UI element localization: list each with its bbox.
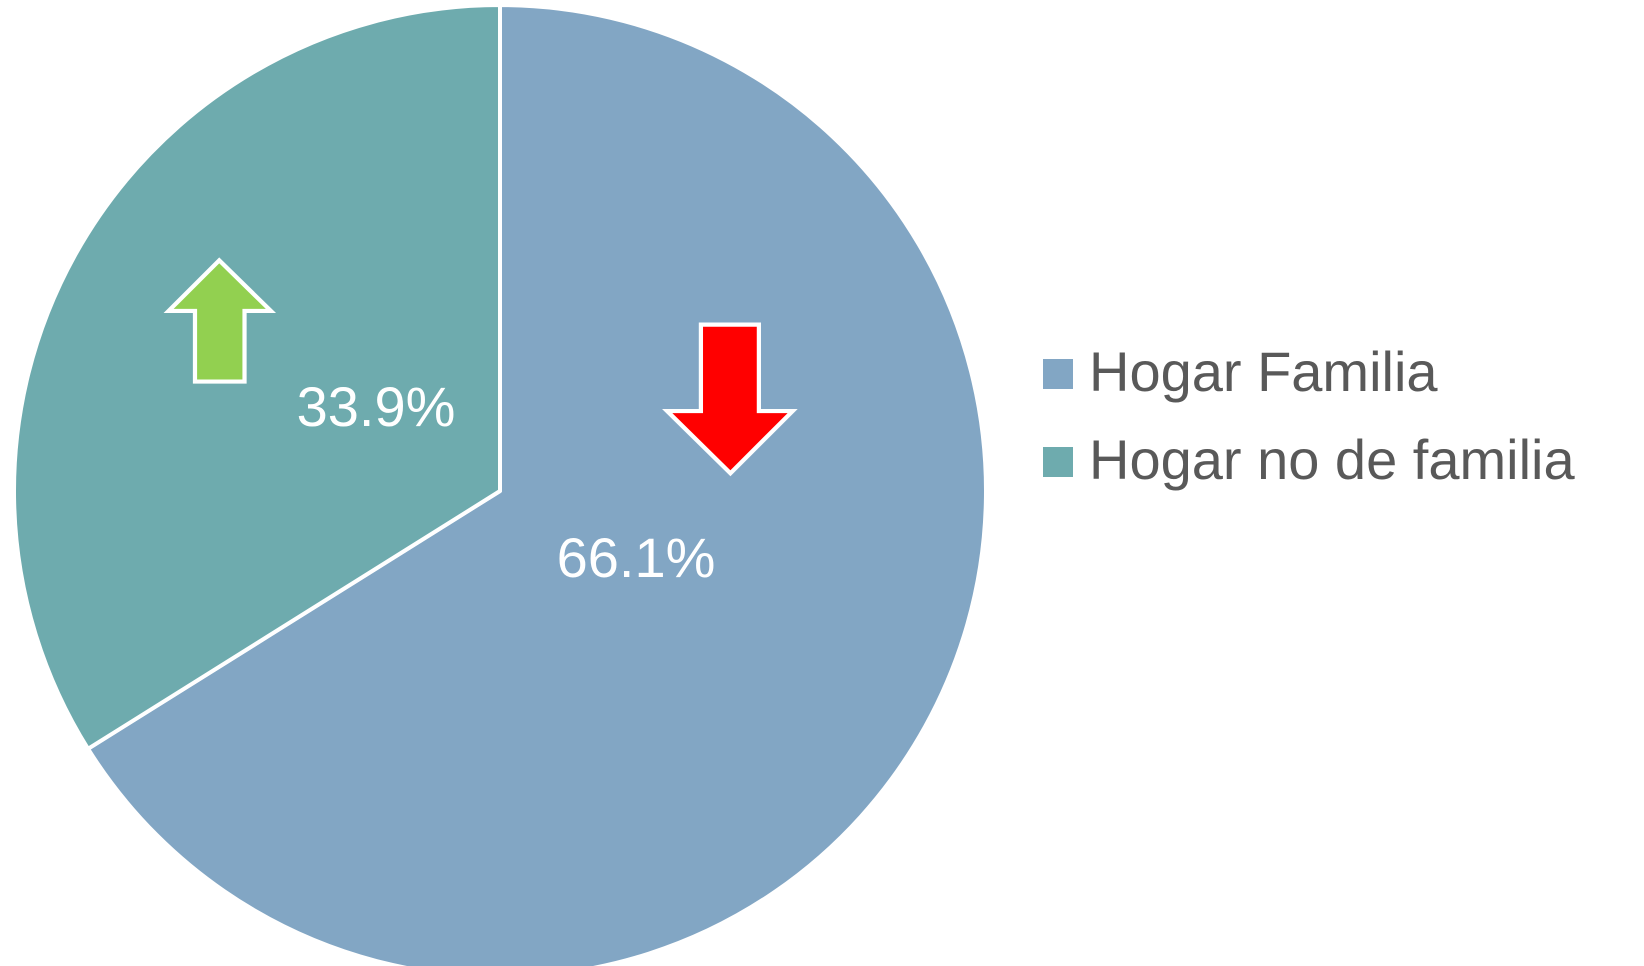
data-label: 33.9% xyxy=(297,375,456,438)
legend-label: Hogar no de familia xyxy=(1089,428,1575,491)
legend-swatch xyxy=(1043,447,1073,477)
legend-label: Hogar Familia xyxy=(1089,340,1438,403)
data-label: 66.1% xyxy=(557,526,716,589)
legend-swatch xyxy=(1043,359,1073,389)
up-arrow xyxy=(163,257,277,384)
trend-arrows xyxy=(163,257,798,477)
pie xyxy=(12,3,988,966)
down-arrow xyxy=(662,322,798,477)
pie-slice xyxy=(12,3,502,751)
pie-slice xyxy=(86,3,988,966)
